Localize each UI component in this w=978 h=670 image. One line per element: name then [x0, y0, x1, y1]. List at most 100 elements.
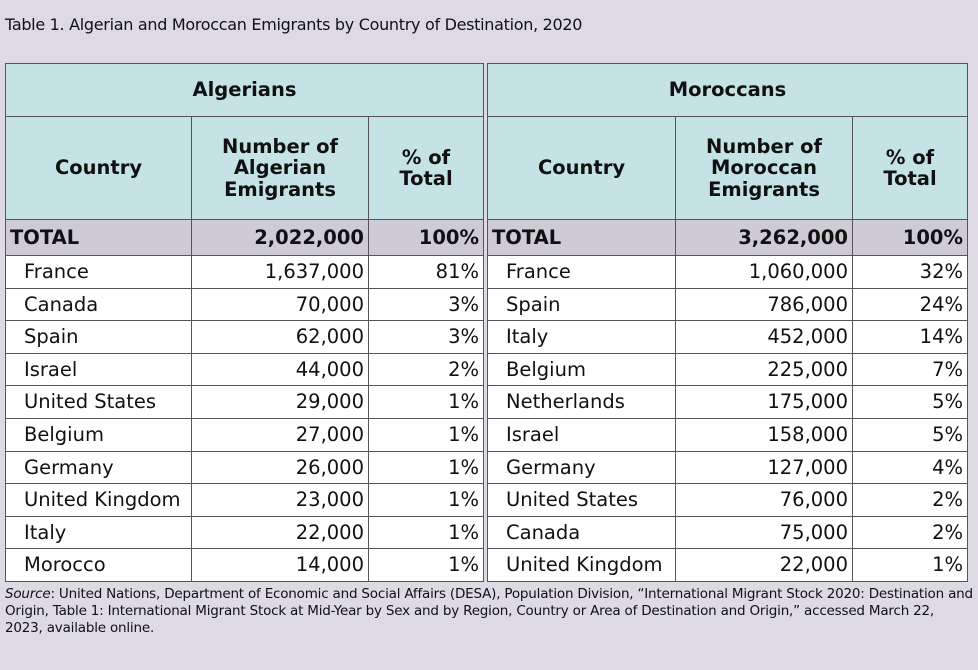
data-cell: France [487, 255, 676, 289]
tables: Algerians Country Number of Algerian Emigr… [5, 63, 968, 582]
data-cell: 14% [852, 320, 968, 354]
data-cell: 14,000 [191, 548, 369, 582]
table-title: Table 1. Algerian and Moroccan Emigrants… [5, 15, 583, 34]
data-cell: United Kingdom [5, 483, 192, 517]
data-cell: 225,000 [675, 352, 853, 387]
data-cell: 1% [368, 515, 484, 550]
data-cell: 1,637,000 [191, 255, 369, 289]
data-cell: Belgium [5, 417, 192, 452]
data-cell: Israel [5, 352, 192, 387]
data-cell: 127,000 [675, 450, 853, 485]
data-row: Belgium 225,000 7% [487, 352, 968, 387]
data-row: France 1,637,000 81% [5, 255, 484, 289]
data-row: Israel 44,000 2% [5, 352, 484, 387]
column-header-row: Country Number of Algerian Emigrants% of … [5, 116, 484, 220]
data-cell: 75,000 [675, 515, 853, 550]
data-cell: United States [5, 385, 192, 419]
data-cell: 22,000 [191, 515, 369, 550]
group-header: Moroccans [487, 63, 968, 117]
data-row: Spain 62,000 3% [5, 320, 484, 354]
data-cell: 3% [368, 320, 484, 354]
source-note: Source: United Nations, Department of Ec… [5, 586, 973, 637]
data-cell: 81% [368, 255, 484, 289]
data-cell: 158,000 [675, 417, 853, 452]
data-cell: 175,000 [675, 385, 853, 419]
data-cell: Italy [5, 515, 192, 550]
data-cell: 2% [852, 483, 968, 517]
data-cell: 23,000 [191, 483, 369, 517]
data-row: United Kingdom 23,000 1% [5, 483, 484, 517]
data-row: Netherlands 175,000 5% [487, 385, 968, 419]
data-row: Italy 22,000 1% [5, 515, 484, 550]
data-cell: 3% [368, 287, 484, 322]
data-cell: 2% [852, 515, 968, 550]
data-cell: 1% [368, 483, 484, 517]
total-cell: 3,262,000 [675, 219, 853, 256]
data-cell: 27,000 [191, 417, 369, 452]
data-row: Israel 158,000 5% [487, 417, 968, 452]
data-cell: 29,000 [191, 385, 369, 419]
data-row: Morocco 14,000 1% [5, 548, 484, 582]
data-cell: Spain [487, 287, 676, 322]
total-row: TOTAL 3,262,000 100% [487, 219, 968, 256]
data-cell: 1% [368, 385, 484, 419]
data-cell: 5% [852, 385, 968, 419]
data-cell: 786,000 [675, 287, 853, 322]
data-row: Italy 452,000 14% [487, 320, 968, 354]
data-cell: Canada [487, 515, 676, 550]
data-cell: 1% [368, 548, 484, 582]
data-cell: 22,000 [675, 548, 853, 582]
group-header: Algerians [5, 63, 484, 117]
data-row: France 1,060,000 32% [487, 255, 968, 289]
data-cell: 76,000 [675, 483, 853, 517]
data-cell: Germany [487, 450, 676, 485]
total-cell: 100% [852, 219, 968, 256]
data-cell: Morocco [5, 548, 192, 582]
column-header: Number of Moroccan Emigrants [675, 116, 853, 220]
data-cell: 24% [852, 287, 968, 322]
data-row: Belgium 27,000 1% [5, 417, 484, 452]
data-cell: Israel [487, 417, 676, 452]
total-cell: 2,022,000 [191, 219, 369, 256]
data-cell: 7% [852, 352, 968, 387]
data-cell: 4% [852, 450, 968, 485]
data-row: United Kingdom 22,000 1% [487, 548, 968, 582]
data-cell: 2% [368, 352, 484, 387]
source-label: Source [5, 586, 51, 602]
total-cell: 100% [368, 219, 484, 256]
data-row: Germany 26,000 1% [5, 450, 484, 485]
source-text: : United Nations, Department of Economic… [5, 586, 973, 636]
data-row: United States 29,000 1% [5, 385, 484, 419]
data-cell: 44,000 [191, 352, 369, 387]
data-cell: United Kingdom [487, 548, 676, 582]
group-header-row: Algerians [5, 63, 484, 117]
data-table: Algerians Country Number of Algerian Emigr… [5, 63, 484, 582]
data-cell: Canada [5, 287, 192, 322]
data-cell: France [5, 255, 192, 289]
data-cell: Germany [5, 450, 192, 485]
data-cell: United States [487, 483, 676, 517]
data-cell: 1% [852, 548, 968, 582]
data-cell: 1% [368, 417, 484, 452]
data-cell: Spain [5, 320, 192, 354]
data-row: Spain 786,000 24% [487, 287, 968, 322]
column-header-row: Country Number of Moroccan Emigrants% of … [487, 116, 968, 220]
data-cell: Netherlands [487, 385, 676, 419]
data-cell: 1,060,000 [675, 255, 853, 289]
data-cell: 5% [852, 417, 968, 452]
data-row: Germany 127,000 4% [487, 450, 968, 485]
column-header: % of Total [368, 116, 484, 220]
data-cell: Belgium [487, 352, 676, 387]
data-cell: 32% [852, 255, 968, 289]
data-cell: 62,000 [191, 320, 369, 354]
data-row: Canada 75,000 2% [487, 515, 968, 550]
data-cell: 1% [368, 450, 484, 485]
column-header: Country [487, 116, 676, 220]
data-table: Moroccans Country Number of Moroccan Emigr… [487, 63, 968, 582]
total-cell: TOTAL [5, 219, 192, 256]
group-header-row: Moroccans [487, 63, 968, 117]
data-row: Canada 70,000 3% [5, 287, 484, 322]
column-header: Number of Algerian Emigrants [191, 116, 369, 220]
data-cell: 70,000 [191, 287, 369, 322]
